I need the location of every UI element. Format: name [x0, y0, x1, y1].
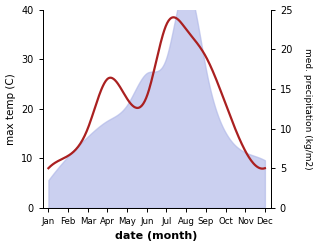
X-axis label: date (month): date (month) [115, 231, 198, 242]
Y-axis label: med. precipitation (kg/m2): med. precipitation (kg/m2) [303, 48, 313, 169]
Y-axis label: max temp (C): max temp (C) [5, 73, 16, 144]
